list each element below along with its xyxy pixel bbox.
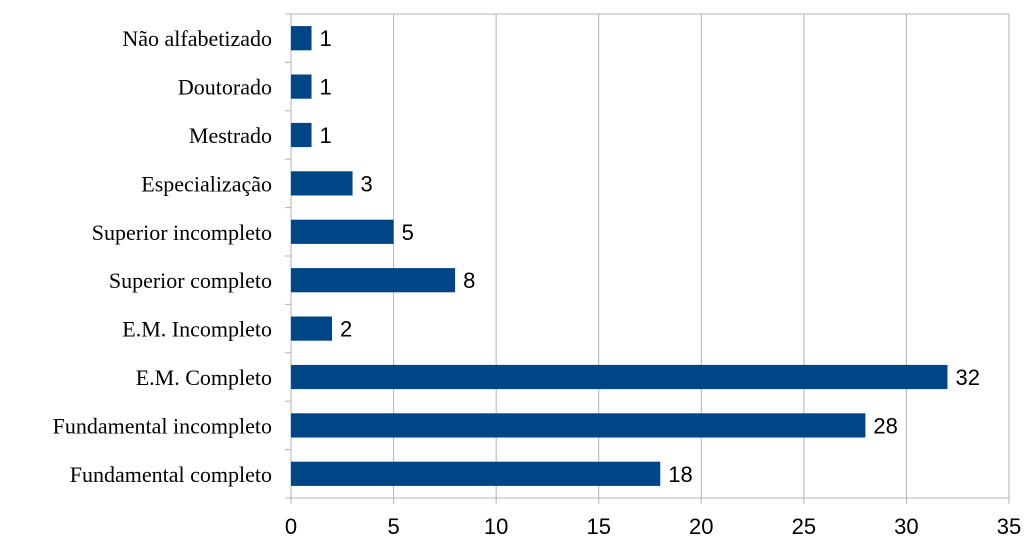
bar (291, 364, 948, 390)
bars (291, 26, 948, 486)
data-label: 1 (320, 123, 332, 148)
bar (291, 122, 312, 148)
data-label: 5 (402, 220, 414, 245)
category-label: Fundamental incompleto (53, 413, 272, 438)
category-label: Não alfabetizado (122, 26, 272, 51)
category-label: Especialização (141, 171, 272, 196)
x-tick-label: 15 (586, 514, 610, 539)
category-label: Superior incompleto (92, 220, 272, 245)
data-label: 28 (873, 413, 897, 438)
data-label: 18 (668, 462, 692, 487)
bar (291, 268, 456, 293)
category-label: E.M. Incompleto (122, 317, 272, 342)
x-tick-labels: 0 5 10 15 20 25 30 35 (285, 514, 1021, 539)
grid-lines (290, 14, 1010, 504)
category-label: Fundamental completo (70, 462, 272, 487)
x-tick-label: 25 (792, 514, 816, 539)
x-tick-label: 10 (484, 514, 508, 539)
bar (291, 171, 353, 196)
data-labels: 1 1 1 3 5 8 2 32 28 18 (320, 26, 980, 487)
bar (291, 26, 312, 51)
category-label: E.M. Completo (136, 365, 272, 390)
data-label: 3 (361, 171, 373, 196)
x-tick-label: 0 (285, 514, 297, 539)
x-tick-label: 30 (894, 514, 918, 539)
data-label: 8 (463, 268, 475, 293)
bar (291, 413, 866, 438)
category-label: Superior completo (109, 268, 272, 293)
category-labels: Não alfabetizado Doutorado Mestrado Especia… (53, 26, 272, 487)
category-label: Mestrado (189, 123, 272, 148)
data-label: 32 (955, 365, 979, 390)
bar (291, 74, 312, 99)
x-tick-label: 35 (997, 514, 1021, 539)
bar (291, 219, 394, 244)
bar (291, 316, 333, 341)
x-tick-label: 5 (387, 514, 399, 539)
data-label: 1 (320, 26, 332, 51)
data-label: 2 (340, 317, 352, 342)
x-tick-label: 20 (689, 514, 713, 539)
bar (291, 461, 661, 486)
category-label: Doutorado (178, 75, 272, 100)
data-label: 1 (320, 75, 332, 100)
